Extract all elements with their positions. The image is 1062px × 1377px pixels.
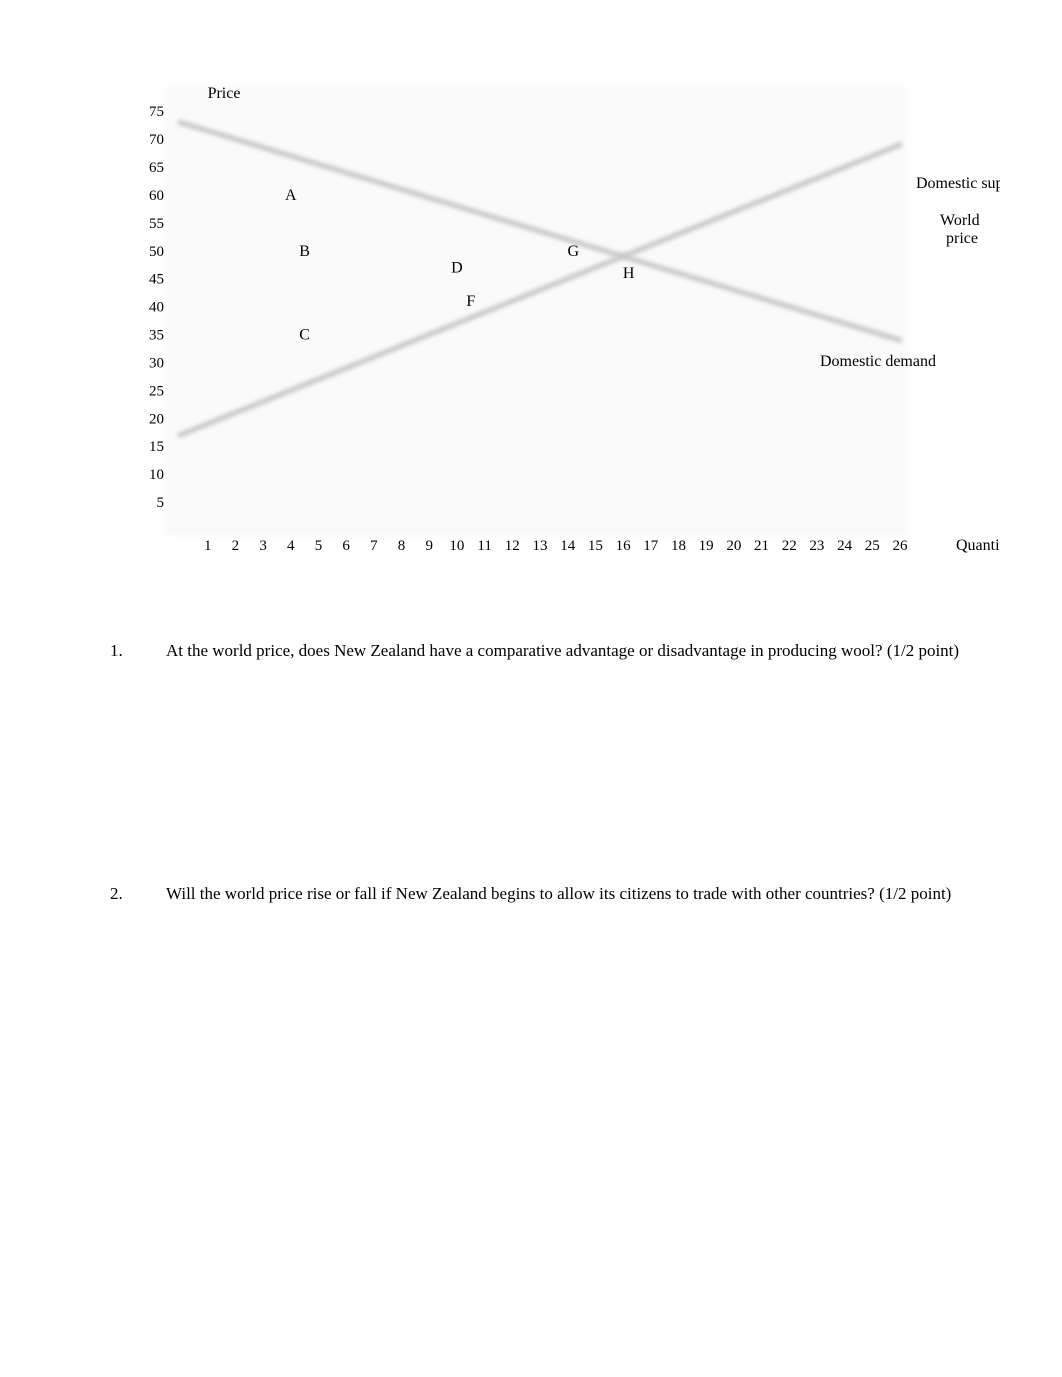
svg-text:F: F [466, 293, 475, 310]
svg-text:65: 65 [149, 160, 164, 176]
svg-text:Price: Price [208, 85, 241, 102]
svg-text:17: 17 [643, 538, 659, 554]
svg-text:15: 15 [588, 538, 603, 554]
svg-text:3: 3 [259, 538, 267, 554]
question-1-number: 1. [110, 640, 166, 663]
svg-text:25: 25 [865, 538, 880, 554]
question-1-text: At the world price, does New Zealand hav… [166, 640, 962, 663]
svg-text:11: 11 [477, 538, 491, 554]
svg-text:20: 20 [726, 538, 741, 554]
svg-text:55: 55 [149, 216, 164, 232]
svg-text:6: 6 [342, 538, 350, 554]
svg-text:22: 22 [782, 538, 797, 554]
svg-text:23: 23 [809, 538, 824, 554]
question-2: 2. Will the world price rise or fall if … [110, 883, 962, 906]
svg-text:50: 50 [149, 244, 164, 260]
svg-text:24: 24 [837, 538, 853, 554]
svg-text:7: 7 [370, 538, 378, 554]
svg-text:10: 10 [449, 538, 464, 554]
svg-text:75: 75 [149, 104, 164, 120]
svg-text:26: 26 [893, 538, 909, 554]
svg-text:25: 25 [149, 383, 164, 399]
svg-text:B: B [299, 243, 310, 260]
svg-text:A: A [285, 187, 297, 204]
svg-text:18: 18 [671, 538, 686, 554]
svg-text:30: 30 [149, 355, 164, 371]
svg-text:45: 45 [149, 272, 164, 288]
svg-text:Quantity: Quantity [956, 537, 1000, 554]
svg-text:4: 4 [287, 538, 295, 554]
page-root: 51015202530354045505560657075Price123456… [0, 0, 1062, 1166]
svg-text:19: 19 [699, 538, 714, 554]
svg-text:2: 2 [232, 538, 240, 554]
svg-text:40: 40 [149, 300, 164, 316]
svg-text:D: D [451, 260, 463, 277]
svg-text:World: World [940, 212, 980, 229]
svg-text:5: 5 [315, 538, 323, 554]
svg-text:12: 12 [505, 538, 520, 554]
svg-text:8: 8 [398, 538, 406, 554]
svg-text:13: 13 [533, 538, 548, 554]
supply-demand-chart: 51015202530354045505560657075Price123456… [60, 80, 1002, 600]
svg-text:Domestic supply: Domestic supply [916, 175, 1000, 192]
svg-text:9: 9 [425, 538, 433, 554]
svg-text:20: 20 [149, 411, 164, 427]
svg-text:15: 15 [149, 439, 164, 455]
svg-text:H: H [623, 265, 635, 282]
svg-text:14: 14 [560, 538, 576, 554]
question-1: 1. At the world price, does New Zealand … [110, 640, 962, 663]
svg-text:35: 35 [149, 328, 164, 344]
chart-svg: 51015202530354045505560657075Price123456… [60, 80, 1000, 600]
svg-text:G: G [567, 243, 579, 260]
svg-text:1: 1 [204, 538, 212, 554]
svg-text:price: price [946, 230, 978, 247]
svg-text:70: 70 [149, 132, 164, 148]
svg-text:60: 60 [149, 188, 164, 204]
question-2-number: 2. [110, 883, 166, 906]
svg-text:10: 10 [149, 467, 164, 483]
question-2-text: Will the world price rise or fall if New… [166, 883, 962, 906]
svg-text:Domestic demand: Domestic demand [820, 353, 936, 370]
svg-text:5: 5 [157, 495, 165, 511]
question-list: 1. At the world price, does New Zealand … [60, 640, 1002, 906]
svg-text:21: 21 [754, 538, 769, 554]
svg-text:C: C [299, 327, 310, 344]
svg-text:16: 16 [616, 538, 632, 554]
